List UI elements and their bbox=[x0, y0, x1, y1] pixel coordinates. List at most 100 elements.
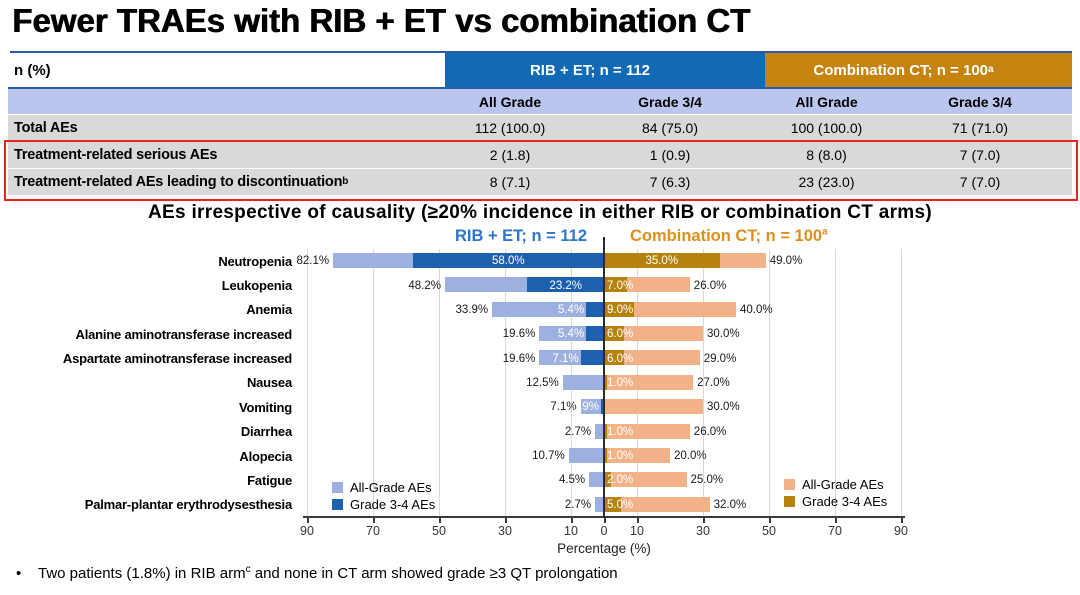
axis-tick-label: 10 bbox=[564, 524, 578, 538]
bar-grade34-left bbox=[527, 277, 604, 293]
legend-item: Grade 3-4 AEs bbox=[332, 496, 435, 513]
bar-value-allgrade-right: 30.0% bbox=[707, 401, 740, 414]
chart-row: 2.7% 1.0% 26.0% bbox=[307, 420, 901, 444]
legend-swatch-allgrade-blue bbox=[332, 482, 343, 493]
bar-grade34-left bbox=[412, 253, 604, 268]
bar-grade34-left bbox=[601, 399, 604, 415]
bar-value-grade34-right: 9.0% bbox=[607, 303, 634, 316]
cell-value: 71 (71.0) bbox=[951, 120, 1009, 136]
axis-tick-label: 90 bbox=[894, 524, 908, 538]
cell-value: 23 (23.0) bbox=[798, 174, 855, 190]
axis-tick-label: 10 bbox=[630, 524, 644, 538]
legend-item: Grade 3-4 AEs bbox=[784, 493, 887, 510]
bar-grade34-right bbox=[604, 326, 624, 342]
bar-grade34-right bbox=[604, 301, 634, 317]
footnote-bullet: • bbox=[16, 565, 22, 582]
bar-value-allgrade-left: 19.6% bbox=[502, 328, 536, 341]
bar-value-grade34-left: 58.0% bbox=[492, 255, 525, 268]
bar-grade34-left bbox=[586, 326, 604, 342]
zero-axis-line bbox=[603, 237, 605, 517]
bar-allgrade-right bbox=[604, 423, 690, 439]
axis-tick-label: 50 bbox=[762, 524, 776, 538]
bar-grade34-left bbox=[586, 301, 604, 317]
bar-value-allgrade-left: 19.6% bbox=[502, 352, 536, 365]
bar-value-allgrade-left: 12.5% bbox=[526, 376, 559, 389]
cell-value: 8 (7.1) bbox=[489, 174, 531, 190]
chart-row: 4.5% 2.0% 25.0% bbox=[307, 468, 901, 492]
chart-row: 23.2% 48.2% 7.0% 26.0% bbox=[307, 273, 901, 297]
bar-allgrade-left bbox=[589, 472, 604, 488]
chart-row: 12.5% 1.0% 27.0% bbox=[307, 371, 901, 395]
bar-grade34-right bbox=[604, 447, 608, 463]
bar-value-grade34-left: 0.9% bbox=[572, 401, 600, 414]
bar-grade34-right bbox=[604, 423, 608, 439]
category-label: Neutropenia bbox=[218, 253, 292, 269]
legend-rib: All-Grade AEs Grade 3-4 AEs bbox=[332, 479, 435, 513]
axis-tick bbox=[505, 518, 507, 523]
axis-tick bbox=[571, 518, 573, 523]
chart-row: 5.4% 33.9% 9.0% 40.0% bbox=[307, 298, 901, 322]
axis-tick-label: 90 bbox=[300, 524, 314, 538]
row-label: Treatment-related serious AEs bbox=[14, 147, 218, 163]
axis-tick-label: 0 bbox=[600, 524, 608, 538]
footnote-text-1: Two patients (1.8%) in RIB arm bbox=[38, 565, 246, 582]
bar-value-allgrade-left: 2.7% bbox=[564, 425, 592, 438]
axis-tick-label: 70 bbox=[828, 524, 842, 538]
bar-value-allgrade-left: 82.1% bbox=[296, 255, 330, 268]
axis-tick bbox=[703, 518, 705, 523]
bar-value-grade34-right: 5.0% bbox=[607, 498, 634, 511]
footnote-sup: c bbox=[245, 564, 251, 575]
legend-label: Grade 3-4 AEs bbox=[350, 497, 436, 512]
cell-value: 7 (7.0) bbox=[959, 174, 1001, 190]
category-label: Diarrhea bbox=[240, 424, 292, 440]
table-group-header-rib: RIB + ET; n = 112 bbox=[445, 53, 765, 87]
bar-allgrade-left bbox=[492, 301, 604, 317]
cell-value: 1 (0.9) bbox=[649, 147, 691, 163]
bar-value-allgrade-right: 25.0% bbox=[690, 474, 724, 487]
axis-tick bbox=[769, 518, 771, 523]
bar-value-allgrade-left: 10.7% bbox=[532, 450, 565, 463]
bar-value-grade34-left: 23.2% bbox=[549, 279, 583, 292]
bar-value-allgrade-right: 40.0% bbox=[740, 303, 773, 316]
chart-row: 58.0% 82.1% 35.0% 49.0% bbox=[296, 249, 901, 273]
category-label: Vomiting bbox=[238, 399, 292, 415]
bar-value-allgrade-left: 7.1% bbox=[550, 401, 577, 414]
category-label: Nausea bbox=[246, 375, 292, 391]
slide-title: Fewer TRAEs with RIB + ET vs combination… bbox=[12, 2, 751, 39]
legend-label: All-Grade AEs bbox=[802, 477, 884, 492]
table-row-total-aes: Total AEs 112 (100.0) 84 (75.0) 100 (100… bbox=[8, 115, 1072, 141]
bar-value-grade34-right: 1.0% bbox=[607, 376, 634, 389]
bar-value-grade34-right: 1.0% bbox=[607, 450, 634, 463]
bar-value-allgrade-right: 49.0% bbox=[769, 255, 803, 268]
table-subheader-row: All Grade Grade 3/4 All Grade Grade 3/4 bbox=[8, 87, 1072, 114]
axis-tick-label: 70 bbox=[366, 524, 380, 538]
legend-swatch-allgrade-orange bbox=[784, 479, 795, 490]
chart-row: 2.7% 5.0% 32.0% bbox=[307, 493, 901, 517]
axis-tick-label: 50 bbox=[432, 524, 446, 538]
subheader-ct-grade34: Grade 3/4 bbox=[948, 93, 1012, 110]
footnote-text-2: and none in CT arm showed grade ≥3 QT pr… bbox=[250, 565, 618, 582]
plot-area: 58.0% 82.1% 35.0% 49.0% 23.2% 48.2% 7.0% 26.0% 5… bbox=[296, 237, 902, 517]
category-label: Fatigue bbox=[247, 472, 292, 488]
subheader-rib-allgrade: All Grade bbox=[478, 93, 542, 110]
gridline bbox=[307, 249, 308, 517]
subheader-ct-allgrade: All Grade bbox=[795, 93, 858, 110]
bar-value-allgrade-right: 26.0% bbox=[693, 279, 727, 292]
bar-allgrade-right bbox=[604, 447, 670, 463]
bar-allgrade-left bbox=[562, 374, 604, 390]
bar-allgrade-left bbox=[595, 423, 604, 439]
axis-tick bbox=[637, 518, 639, 523]
cell-value: 2 (1.8) bbox=[489, 147, 531, 163]
bar-value-grade34-left: 5.4% bbox=[557, 303, 585, 316]
ae-summary-table: n (%) RIB + ET; n = 112 Combination CT; … bbox=[8, 53, 1072, 195]
bar-value-allgrade-left: 33.9% bbox=[455, 303, 489, 316]
bar-grade34-right bbox=[604, 350, 624, 366]
bar-allgrade-right bbox=[604, 301, 736, 317]
bar-value-grade34-left: 7.1% bbox=[552, 352, 579, 365]
bar-value-allgrade-right: 32.0% bbox=[713, 498, 747, 511]
chart-row: 10.7% 1.0% 20.0% bbox=[307, 444, 901, 468]
category-label: Alanine aminotransferase increased bbox=[75, 326, 293, 342]
gridline bbox=[373, 249, 374, 517]
cell-value: 112 (100.0) bbox=[474, 120, 546, 136]
